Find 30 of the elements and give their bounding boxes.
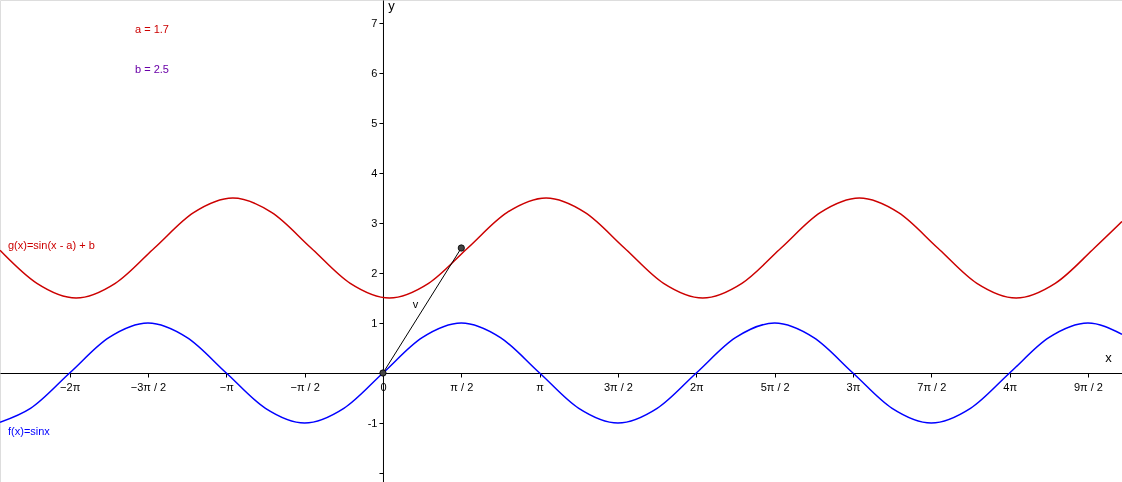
x-tick-label: π xyxy=(536,380,545,393)
x-tick-label: 9π / 2 xyxy=(1073,380,1103,393)
series-label: f(x)=sinx xyxy=(8,425,51,437)
y-tick-label: 1 xyxy=(371,316,378,329)
y-axis-title: y xyxy=(388,0,396,13)
annotation: a = 1.7 xyxy=(135,23,169,35)
y-tick-label: 3 xyxy=(371,216,378,229)
series-label: v xyxy=(412,297,419,310)
x-tick-label: −π / 2 xyxy=(290,380,320,393)
y-tick-label: 2 xyxy=(371,266,378,279)
y-tick-label: 6 xyxy=(371,66,378,79)
x-tick-label: −3π / 2 xyxy=(130,380,167,393)
y-tick-label: 5 xyxy=(371,116,378,129)
y-tick-label: -1 xyxy=(367,416,378,429)
x-axis-title: x xyxy=(1105,349,1113,365)
x-tick-label: 3π / 2 xyxy=(603,380,633,393)
x-tick-label: 5π / 2 xyxy=(760,380,790,393)
x-tick-label: 4π xyxy=(1003,380,1018,393)
line-series xyxy=(0,197,1122,299)
annotation: b = 2.5 xyxy=(135,63,169,75)
x-tick-label: 3π xyxy=(846,380,861,393)
x-tick-label: −π xyxy=(219,380,235,393)
x-tick-label: 7π / 2 xyxy=(917,380,947,393)
x-tick-label: −2π xyxy=(60,380,81,393)
y-tick-label: 7 xyxy=(371,16,378,29)
x-tick-label: π / 2 xyxy=(450,380,474,393)
x-tick-label: 0 xyxy=(380,380,387,393)
x-tick-label: 2π xyxy=(689,380,705,393)
y-tick-label: 4 xyxy=(371,166,378,179)
series-label: g(x)=sin(x - a) + b xyxy=(8,239,95,251)
